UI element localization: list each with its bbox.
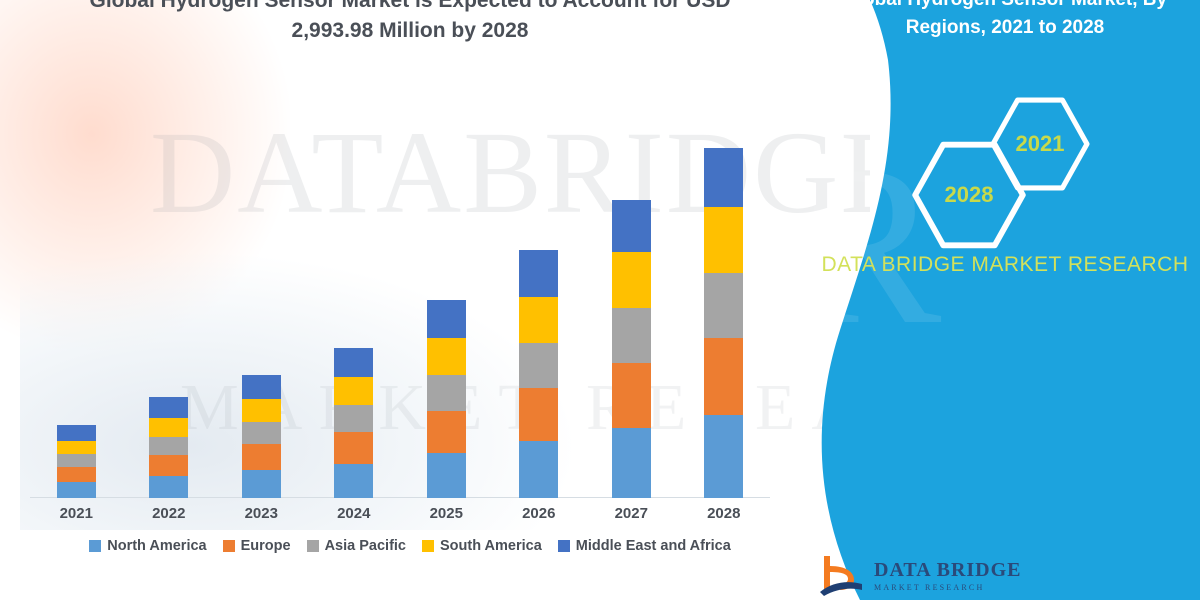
right-info-panel: R Global Hydrogen Sensor Market, By Regi…: [788, 0, 1200, 600]
legend-label: Middle East and Africa: [575, 538, 731, 554]
segment-europe[interactable]: [149, 455, 189, 476]
legend-item-south-america[interactable]: South America: [422, 538, 542, 554]
segment-europe[interactable]: [56, 467, 96, 482]
legend-label: Europe: [240, 538, 291, 554]
segment-north-america[interactable]: [704, 415, 744, 498]
x-axis-labels: 2021 2022 2023 2024 2025 2026 2027 2028: [30, 505, 770, 533]
segment-asia-pacific[interactable]: [241, 422, 281, 444]
brand-name: DATA BRIDGE MARKET RESEARCH: [821, 253, 1189, 276]
segment-middle-east-and-africa[interactable]: [149, 397, 189, 418]
legend-item-asia-pacific[interactable]: Asia Pacific: [306, 538, 406, 554]
bar-2027[interactable]: [611, 200, 651, 498]
segment-south-america[interactable]: [149, 418, 189, 437]
segment-south-america[interactable]: [334, 377, 374, 405]
hexagon-2021-label: 2021: [1015, 131, 1065, 156]
logo-name: DATA BRIDGE: [874, 559, 1022, 581]
x-axis-line: [30, 497, 770, 498]
segment-north-america[interactable]: [149, 476, 189, 498]
segment-south-america[interactable]: [704, 207, 744, 273]
data-bridge-logo: DATA BRIDGE MARKET RESEARCH: [818, 552, 1148, 600]
segment-middle-east-and-africa[interactable]: [519, 250, 559, 297]
segment-middle-east-and-africa[interactable]: [611, 200, 651, 252]
segment-asia-pacific[interactable]: [56, 454, 96, 467]
segment-europe[interactable]: [334, 432, 374, 464]
chart-panel: DATABRIDGE MARKET RESEARCH Global Hydrog…: [0, 0, 870, 554]
x-tick-2028: 2028: [707, 505, 741, 522]
segment-asia-pacific[interactable]: [704, 273, 744, 338]
hexagon-2028-label: 2028: [944, 182, 994, 207]
legend-item-middle-east-and-africa[interactable]: Middle East and Africa: [557, 538, 731, 554]
legend-swatch-icon: [222, 540, 235, 552]
logo-subtitle: MARKET RESEARCH: [874, 583, 985, 592]
segment-asia-pacific[interactable]: [519, 343, 559, 388]
x-tick-2021: 2021: [59, 505, 93, 522]
x-tick-2023: 2023: [244, 505, 278, 522]
bar-2023[interactable]: [241, 375, 281, 498]
bar-2022[interactable]: [149, 397, 189, 498]
legend-item-europe[interactable]: Europe: [222, 538, 291, 554]
x-tick-2024: 2024: [337, 505, 371, 522]
segment-middle-east-and-africa[interactable]: [426, 300, 466, 338]
segment-middle-east-and-africa[interactable]: [704, 148, 744, 207]
legend-swatch-icon: [89, 540, 102, 552]
segment-south-america[interactable]: [426, 338, 466, 375]
bar-2024[interactable]: [334, 348, 374, 498]
right-panel-title: Global Hydrogen Sensor Market, By Region…: [843, 0, 1167, 38]
x-tick-2022: 2022: [152, 505, 186, 522]
legend-label: Asia Pacific: [324, 538, 406, 554]
bar-2021[interactable]: [56, 425, 96, 498]
segment-europe[interactable]: [519, 388, 559, 441]
chart-legend: North America Europe Asia Pacific South Ame…: [30, 538, 790, 554]
segment-europe[interactable]: [704, 338, 744, 415]
segment-south-america[interactable]: [519, 297, 559, 343]
segment-north-america[interactable]: [426, 453, 466, 498]
bar-2026[interactable]: [519, 250, 559, 498]
segment-north-america[interactable]: [519, 441, 559, 498]
segment-north-america[interactable]: [241, 470, 281, 498]
segment-middle-east-and-africa[interactable]: [56, 425, 96, 441]
segment-middle-east-and-africa[interactable]: [241, 375, 281, 399]
hexagon-outline-icon: [990, 97, 1090, 191]
segment-middle-east-and-africa[interactable]: [334, 348, 374, 377]
data-bridge-wordmark: DATA BRIDGE MARKET RESEARCH: [874, 552, 1022, 593]
blue-panel-shape: [821, 0, 1200, 600]
bar-2025[interactable]: [426, 300, 466, 498]
segment-europe[interactable]: [426, 411, 466, 453]
segment-asia-pacific[interactable]: [426, 375, 466, 411]
segment-north-america[interactable]: [334, 464, 374, 498]
segment-north-america[interactable]: [56, 482, 96, 498]
legend-swatch-icon: [422, 540, 434, 552]
x-tick-2027: 2027: [614, 505, 648, 522]
legend-label: South America: [440, 538, 542, 554]
legend-swatch-icon: [306, 540, 319, 552]
stacked-bar-chart: [30, 120, 770, 498]
segment-asia-pacific[interactable]: [149, 437, 189, 455]
data-bridge-mark-icon: [818, 552, 864, 598]
segment-asia-pacific[interactable]: [334, 405, 374, 432]
legend-item-north-america[interactable]: North America: [89, 538, 207, 554]
hexagon-year-2021: 2021: [988, 96, 1092, 192]
chart-title: Global Hydrogen Sensor Market is Expecte…: [89, 0, 731, 42]
legend-swatch-icon: [557, 540, 570, 552]
segment-europe[interactable]: [241, 444, 281, 470]
segment-europe[interactable]: [611, 363, 651, 428]
x-tick-2026: 2026: [522, 505, 556, 522]
segment-south-america[interactable]: [611, 252, 651, 308]
segment-south-america[interactable]: [241, 399, 281, 422]
x-tick-2025: 2025: [429, 505, 463, 522]
bar-2028[interactable]: [704, 148, 744, 498]
segment-asia-pacific[interactable]: [611, 308, 651, 363]
segment-south-america[interactable]: [56, 441, 96, 454]
segment-north-america[interactable]: [611, 428, 651, 498]
legend-label: North America: [107, 538, 207, 554]
